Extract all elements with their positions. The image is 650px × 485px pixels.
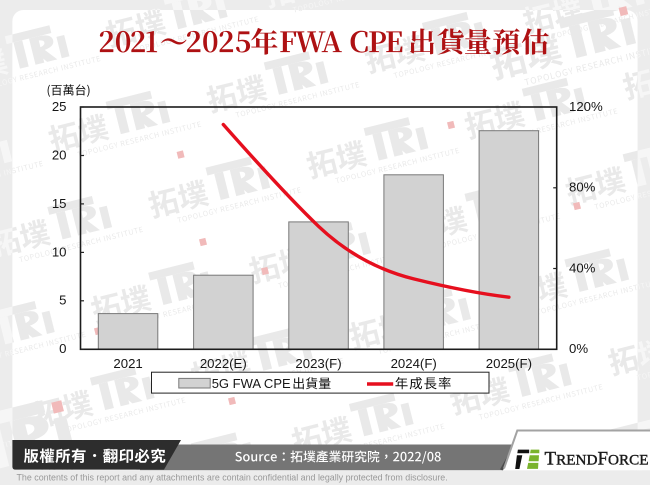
svg-text:80%: 80% bbox=[569, 180, 596, 195]
svg-text:15: 15 bbox=[52, 196, 67, 211]
svg-text:The contents of this report an: The contents of this report and any atta… bbox=[17, 473, 448, 483]
svg-text:5: 5 bbox=[59, 293, 66, 308]
svg-text:40%: 40% bbox=[569, 260, 596, 275]
svg-text:0%: 0% bbox=[569, 341, 588, 356]
svg-text:2021: 2021 bbox=[113, 356, 142, 371]
svg-text:120%: 120% bbox=[569, 99, 603, 114]
svg-text:5G FWA CPE: 5G FWA CPE bbox=[212, 376, 291, 391]
svg-text:10: 10 bbox=[52, 244, 67, 259]
svg-text:0: 0 bbox=[59, 341, 66, 356]
svg-text:2023(F): 2023(F) bbox=[295, 356, 341, 371]
svg-text:2022(E): 2022(E) bbox=[200, 356, 247, 371]
svg-text:2024(F): 2024(F) bbox=[391, 356, 437, 371]
svg-text:TRENDFORCE: TRENDFORCE bbox=[545, 448, 649, 469]
svg-text:2025(F): 2025(F) bbox=[486, 356, 532, 371]
svg-text:20: 20 bbox=[52, 147, 67, 162]
svg-text:25: 25 bbox=[52, 99, 67, 114]
